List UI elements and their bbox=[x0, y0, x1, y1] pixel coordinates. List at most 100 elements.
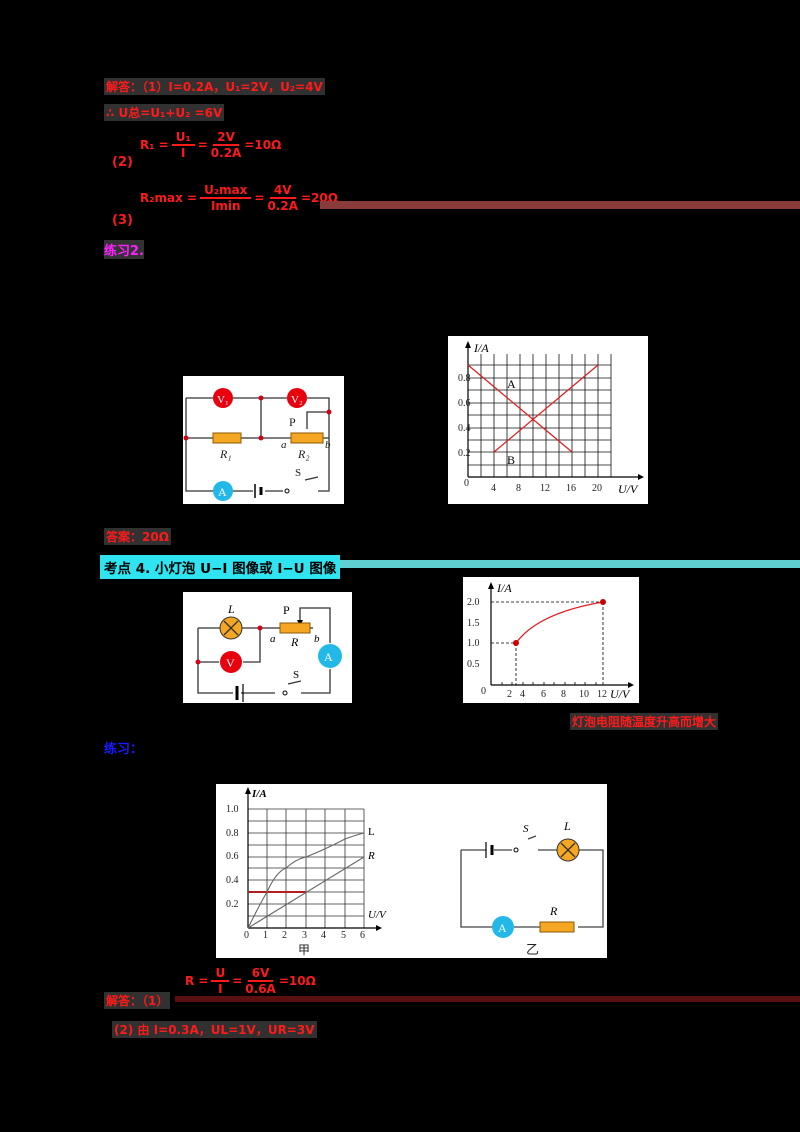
practice-label-blue: 练习： bbox=[104, 742, 144, 757]
svg-text:P: P bbox=[289, 415, 296, 429]
chart-iu-lines-ab: I/A A B 0.8 0.6 0.4 0.2 0 4 8 12 16 20 U/V bbox=[448, 336, 648, 504]
part-3-label: (3) bbox=[112, 213, 133, 228]
svg-text:0.8: 0.8 bbox=[458, 373, 471, 384]
svg-text:b: b bbox=[314, 633, 320, 645]
svg-text:L: L bbox=[227, 602, 235, 616]
caption-yi: 乙 bbox=[526, 942, 539, 957]
solution3-line-1: 解答：（1） bbox=[104, 992, 171, 1009]
r1-den1: I bbox=[181, 146, 186, 160]
svg-text:V: V bbox=[226, 656, 235, 670]
svg-text:0.2: 0.2 bbox=[458, 448, 471, 459]
svg-text:S: S bbox=[295, 467, 301, 479]
figure-3-panel: I/A 1.0 0.8 0.6 0.4 0.2 0 1 2 3 4 5 6 U/V L R 甲 A… bbox=[216, 784, 607, 958]
svg-text:U/V: U/V bbox=[368, 909, 387, 921]
svg-text:4: 4 bbox=[321, 930, 326, 941]
circuit-diagram-1: V₁ V₂ A R₁ R₂ P a b S bbox=[183, 376, 344, 504]
svg-text:12: 12 bbox=[597, 689, 607, 700]
svg-text:1.0: 1.0 bbox=[467, 638, 480, 649]
curve-l-label: L bbox=[368, 826, 375, 838]
part-2-label: (2) bbox=[112, 155, 133, 170]
practice-label-magenta: 练习2. bbox=[104, 240, 144, 259]
separator-line-teal bbox=[300, 560, 800, 568]
svg-text:S: S bbox=[523, 823, 529, 835]
r-den1: I bbox=[218, 982, 223, 996]
svg-text:R: R bbox=[290, 635, 299, 649]
svg-text:10: 10 bbox=[579, 689, 589, 700]
svg-text:8: 8 bbox=[516, 483, 521, 494]
solution-line-1: 解答：（1）I=0.2A，U₁=2V，U₂=4V bbox=[104, 78, 325, 95]
svg-text:20: 20 bbox=[592, 483, 602, 494]
svg-text:0.6: 0.6 bbox=[226, 851, 239, 862]
svg-text:8: 8 bbox=[561, 689, 566, 700]
r2-lhs: R₂max = bbox=[140, 191, 198, 205]
r1-lhs: R₁ = bbox=[140, 138, 169, 152]
solution-line-2: ∴ U总=U₁+U₂ =6V bbox=[104, 104, 225, 121]
r-num1: U bbox=[211, 966, 230, 982]
section-heading: 考点 4. 小灯泡 U−I 图像或 I−U 图像 bbox=[100, 555, 341, 579]
r1-den2: 0.2A bbox=[210, 146, 242, 160]
svg-text:a: a bbox=[281, 439, 287, 451]
svg-text:U/V: U/V bbox=[610, 687, 631, 701]
svg-text:0: 0 bbox=[244, 930, 249, 941]
v2-label: V₂ bbox=[291, 394, 303, 406]
svg-text:1.5: 1.5 bbox=[467, 618, 480, 629]
svg-text:P: P bbox=[283, 603, 290, 617]
solution3-line-2: (2) 由 I=0.3A，UL=1V，UR=3V bbox=[112, 1021, 317, 1038]
svg-text:L: L bbox=[563, 819, 571, 833]
r-result: =10Ω bbox=[278, 974, 316, 988]
r-lhs: R = bbox=[185, 974, 209, 988]
line-a-label: A bbox=[507, 377, 516, 391]
svg-text:0.4: 0.4 bbox=[458, 423, 471, 434]
r2-den1: Imin bbox=[210, 199, 241, 213]
svg-text:A: A bbox=[324, 650, 333, 664]
r-den2: 0.6A bbox=[245, 982, 276, 996]
r-num2: 6V bbox=[247, 966, 274, 982]
svg-text:2: 2 bbox=[282, 930, 287, 941]
note-red: 灯泡电阻随温度升高而增大 bbox=[570, 713, 719, 730]
svg-text:0.8: 0.8 bbox=[226, 828, 239, 839]
chart1-ylabel: I/A bbox=[473, 341, 489, 355]
answer-2: 答案：20Ω bbox=[104, 528, 171, 545]
svg-text:R: R bbox=[549, 904, 558, 918]
svg-text:6: 6 bbox=[360, 930, 365, 941]
svg-text:U/V: U/V bbox=[618, 482, 639, 496]
svg-text:16: 16 bbox=[566, 483, 576, 494]
svg-text:R₁: R₁ bbox=[219, 447, 232, 461]
svg-text:0.4: 0.4 bbox=[226, 875, 239, 886]
svg-text:S: S bbox=[293, 669, 299, 681]
svg-text:a: a bbox=[270, 633, 276, 645]
v1-label: V₁ bbox=[217, 394, 229, 406]
r1-num1: U₁ bbox=[171, 130, 195, 146]
r1-formula: R₁ = U₁ I = 2V 0.2A =10Ω bbox=[140, 130, 282, 160]
svg-text:1: 1 bbox=[263, 930, 268, 941]
r2-formula: R₂max = U₂max Imin = 4V 0.2A =20Ω bbox=[140, 183, 338, 213]
separator-line-2 bbox=[175, 996, 800, 1002]
r2-den2: 0.2A bbox=[267, 199, 299, 213]
svg-text:I/A: I/A bbox=[251, 788, 267, 800]
svg-text:b: b bbox=[325, 439, 331, 451]
curve-r-label: R bbox=[367, 850, 375, 862]
svg-text:5: 5 bbox=[341, 930, 346, 941]
svg-text:A: A bbox=[218, 485, 227, 499]
svg-text:4: 4 bbox=[491, 483, 496, 494]
svg-text:0.2: 0.2 bbox=[226, 899, 239, 910]
r1-num2: 2V bbox=[213, 130, 239, 146]
svg-text:2: 2 bbox=[507, 689, 512, 700]
svg-text:R₂: R₂ bbox=[297, 447, 310, 461]
line-b-label: B bbox=[507, 453, 515, 467]
svg-text:2.0: 2.0 bbox=[467, 597, 480, 608]
svg-text:6: 6 bbox=[541, 689, 546, 700]
svg-text:3: 3 bbox=[302, 930, 307, 941]
r1-result: =10Ω bbox=[244, 138, 282, 152]
svg-text:0.5: 0.5 bbox=[467, 659, 480, 670]
svg-text:I/A: I/A bbox=[496, 581, 512, 595]
caption-jia: 甲 bbox=[298, 943, 310, 957]
svg-text:12: 12 bbox=[540, 483, 550, 494]
svg-text:0: 0 bbox=[481, 686, 486, 697]
circuit-diagram-2: V A L P a R b S bbox=[183, 592, 352, 703]
svg-text:A: A bbox=[498, 921, 507, 935]
svg-text:0.6: 0.6 bbox=[458, 398, 471, 409]
svg-text:4: 4 bbox=[520, 689, 525, 700]
